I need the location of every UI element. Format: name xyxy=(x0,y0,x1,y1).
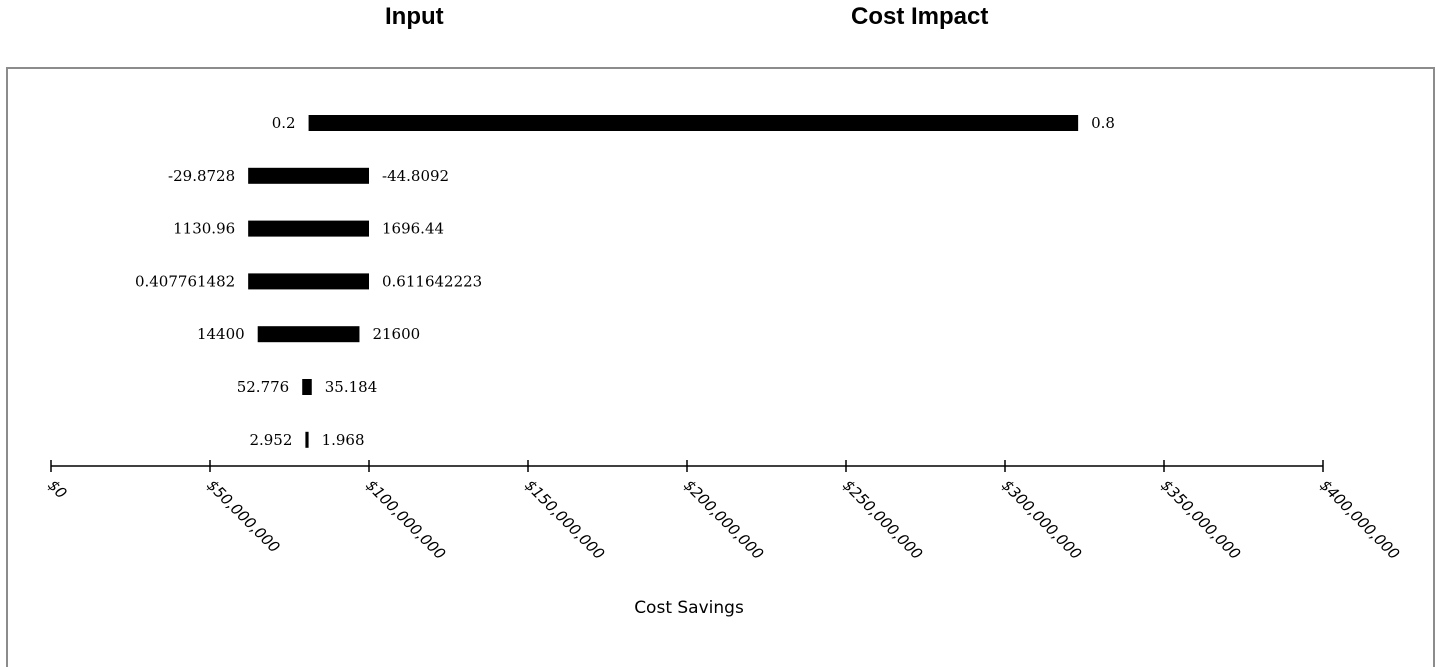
tornado-bar xyxy=(308,115,1079,131)
tornado-chart: 0.2 0.8 -29.8728 -44.8092 1130.96 1696.44 0.40… xyxy=(44,114,1403,618)
bar-high-label: 0.8 xyxy=(1091,114,1115,132)
x-tick-label: $50,000,000 xyxy=(203,476,283,556)
bar-low-label: -29.8728 xyxy=(168,167,235,185)
bars-layer: 0.2 0.8 -29.8728 -44.8092 1130.96 1696.44 0.40… xyxy=(135,114,1115,449)
tornado-bar xyxy=(248,167,369,184)
bar-low-label: 0.2 xyxy=(272,114,296,132)
bar-low-label: 0.407761482 xyxy=(135,272,235,290)
x-tick-label: $250,000,000 xyxy=(839,476,926,563)
x-tick-label: $0 xyxy=(44,476,70,502)
tornado-bar xyxy=(305,431,309,448)
x-tick-label: $100,000,000 xyxy=(362,476,449,563)
tornado-bar xyxy=(302,379,312,395)
x-tick-label: $400,000,000 xyxy=(1316,476,1403,563)
x-tick-label: $200,000,000 xyxy=(680,476,767,563)
x-axis: $0 $50,000,000 $100,000,000 $150,000,000 $20… xyxy=(44,460,1403,563)
x-tick-label: $150,000,000 xyxy=(521,476,608,563)
x-tick-label: $350,000,000 xyxy=(1157,476,1244,563)
bar-high-label: 0.611642223 xyxy=(382,272,482,290)
bar-high-label: 1696.44 xyxy=(382,220,444,238)
x-tick-label: $300,000,000 xyxy=(998,476,1085,563)
tornado-bar xyxy=(248,273,369,290)
bar-high-label: -44.8092 xyxy=(382,167,449,185)
bar-low-label: 1130.96 xyxy=(173,220,235,238)
bar-high-label: 21600 xyxy=(372,325,420,343)
tornado-bar xyxy=(248,220,369,237)
chart-frame xyxy=(6,67,1435,667)
x-axis-title: Cost Savings xyxy=(634,598,744,618)
bar-low-label: 52.776 xyxy=(237,378,290,396)
bar-high-label: 35.184 xyxy=(325,378,378,396)
input-header: Input xyxy=(385,3,444,30)
bar-low-label: 2.952 xyxy=(249,431,292,449)
bar-high-label: 1.968 xyxy=(322,431,365,449)
bar-low-label: 14400 xyxy=(197,325,245,343)
cost-impact-header: Cost Impact xyxy=(851,3,989,30)
tornado-bar xyxy=(257,326,360,343)
